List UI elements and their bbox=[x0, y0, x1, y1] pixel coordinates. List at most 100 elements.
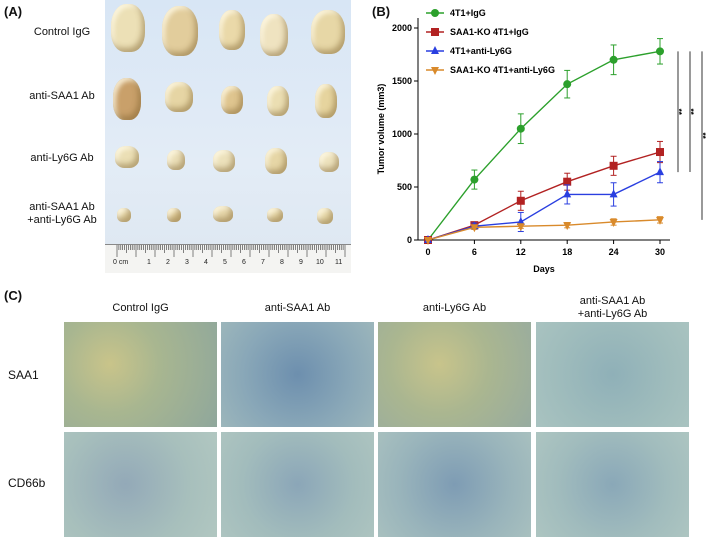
line-chart-svg: 0 500 1000 1500 2000 0 6 12 18 24 30 Days Tumor volu… bbox=[376, 8, 707, 274]
micrograph-cd66b-control bbox=[64, 432, 217, 537]
significance-label: ** bbox=[674, 109, 683, 116]
x-tick-label: 6 bbox=[472, 247, 477, 257]
tumor bbox=[317, 208, 333, 224]
col-head-combo: anti-SAA1 Ab +anti-Ly6G Ab bbox=[536, 295, 689, 321]
tumor bbox=[162, 6, 198, 56]
tumor bbox=[319, 152, 339, 172]
data-point bbox=[563, 189, 572, 198]
y-tick-label: 1500 bbox=[392, 76, 412, 86]
col-head-anti-saa1: anti-SAA1 Ab bbox=[264, 302, 331, 314]
data-point bbox=[563, 80, 572, 89]
legend-label: 4T1+IgG bbox=[450, 8, 486, 18]
data-point bbox=[516, 223, 525, 232]
significance-label: ** bbox=[686, 109, 695, 116]
data-point bbox=[563, 222, 572, 231]
data-point bbox=[470, 175, 479, 184]
micrograph-saa1-combo bbox=[536, 322, 689, 427]
y-tick-label: 2000 bbox=[392, 23, 412, 33]
tumor bbox=[117, 208, 131, 222]
tumor-photo: 0 cm 1 2 3 4 5 6 7 8 9 10 11 bbox=[105, 0, 351, 273]
series-line bbox=[427, 151, 661, 241]
legend-marker bbox=[431, 28, 439, 36]
tumor bbox=[115, 146, 139, 168]
legend-label: SAA1-KO 4T1+IgG bbox=[450, 27, 529, 37]
col-head-combo-line1: anti-SAA1 Ab bbox=[579, 295, 646, 307]
micrograph-cd66b-anti-ly6g bbox=[378, 432, 531, 537]
ruler-label: 5 bbox=[223, 259, 227, 266]
x-tick-label: 24 bbox=[609, 247, 619, 257]
micrograph-cd66b-combo bbox=[536, 432, 689, 537]
row-label-combo-line2: +anti-Ly6G Ab bbox=[27, 214, 97, 226]
series-line bbox=[427, 50, 661, 241]
data-point bbox=[609, 189, 618, 198]
data-point bbox=[516, 216, 525, 225]
ruler-label: 6 bbox=[242, 259, 246, 266]
data-point bbox=[516, 196, 525, 205]
row-label-combo-line1: anti-SAA1 Ab bbox=[29, 201, 95, 213]
micrograph-saa1-anti-ly6g bbox=[378, 322, 531, 427]
col-head-anti-ly6g: anti-Ly6G Ab bbox=[422, 302, 487, 314]
tumor bbox=[219, 10, 245, 50]
y-tick-label: 0 bbox=[407, 235, 412, 245]
row-label-control-igg: Control IgG bbox=[33, 26, 91, 38]
panel-a-label: (A) bbox=[4, 4, 23, 19]
tumor bbox=[267, 86, 289, 116]
ruler-label: 9 bbox=[299, 259, 303, 266]
legend-marker bbox=[431, 46, 439, 54]
tumor bbox=[221, 86, 243, 114]
series-line bbox=[427, 171, 661, 241]
y-tick-label: 500 bbox=[397, 182, 412, 192]
data-point bbox=[656, 167, 664, 176]
ruler-label: 10 bbox=[316, 259, 324, 266]
ruler-label: 11 bbox=[335, 259, 343, 266]
ruler-label: 8 bbox=[280, 259, 284, 266]
significance-label: ** bbox=[698, 132, 707, 139]
data-point bbox=[656, 216, 664, 225]
x-tick-label: 30 bbox=[655, 247, 665, 257]
tumor bbox=[213, 150, 235, 172]
col-head-combo-line2: +anti-Ly6G Ab bbox=[577, 308, 648, 320]
tumor bbox=[167, 150, 185, 170]
ruler-label: 7 bbox=[261, 259, 265, 266]
tumor bbox=[111, 4, 145, 52]
x-tick-label: 0 bbox=[425, 247, 430, 257]
ruler-label: 0 cm bbox=[113, 259, 129, 266]
data-point bbox=[424, 237, 432, 245]
tumor bbox=[167, 208, 181, 222]
micrograph-cd66b-anti-saa1 bbox=[221, 432, 374, 537]
data-point bbox=[470, 224, 479, 233]
legend-label: SAA1-KO 4T1+anti-Ly6G bbox=[450, 65, 555, 75]
row-label-combo: anti-SAA1 Ab +anti-Ly6G Ab bbox=[18, 201, 106, 227]
y-tick-label: 1000 bbox=[392, 129, 412, 139]
tumor bbox=[315, 84, 337, 118]
x-tick-label: 12 bbox=[516, 247, 526, 257]
ruler-label: 3 bbox=[185, 259, 189, 266]
y-axis-label: Tumor volume (mm3) bbox=[376, 84, 386, 175]
data-point bbox=[516, 124, 525, 133]
panel-b-label: (B) bbox=[372, 4, 391, 19]
data-point bbox=[656, 47, 664, 56]
tumor bbox=[311, 10, 345, 54]
series-line bbox=[427, 219, 661, 241]
panel-c-label: (C) bbox=[4, 288, 23, 303]
micrograph-saa1-anti-saa1 bbox=[221, 322, 374, 427]
row-label-anti-saa1: anti-SAA1 Ab bbox=[29, 90, 95, 102]
micrograph-saa1-control bbox=[64, 322, 217, 427]
legend-marker bbox=[431, 67, 439, 75]
data-point bbox=[563, 177, 572, 186]
data-point bbox=[609, 55, 618, 64]
tumor bbox=[213, 206, 233, 222]
ruler-label: 1 bbox=[147, 259, 151, 266]
row-label-saa1: SAA1 bbox=[8, 368, 39, 382]
tumor bbox=[265, 148, 287, 174]
ruler: 0 cm 1 2 3 4 5 6 7 8 9 10 11 bbox=[105, 244, 351, 273]
col-head-control-igg: Control IgG bbox=[112, 302, 169, 314]
tumor bbox=[113, 78, 141, 120]
data-point bbox=[609, 161, 618, 170]
tumor-volume-chart: 0 500 1000 1500 2000 0 6 12 18 24 30 Days Tumor volu… bbox=[370, 0, 709, 280]
ruler-label: 2 bbox=[166, 259, 170, 266]
legend-marker bbox=[431, 9, 439, 17]
tumor bbox=[165, 82, 193, 112]
legend-label: 4T1+anti-Ly6G bbox=[450, 46, 512, 56]
row-label-cd66b: CD66b bbox=[8, 476, 46, 490]
